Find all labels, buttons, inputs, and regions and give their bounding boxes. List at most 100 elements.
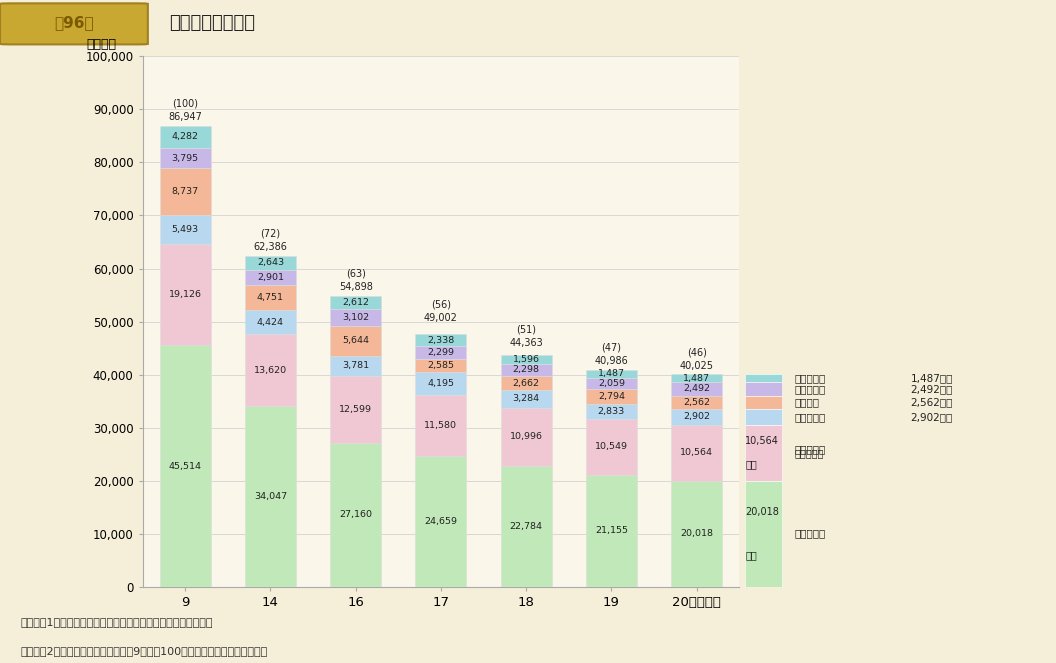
Text: 10,564: 10,564 [746,436,779,446]
Text: 1,487: 1,487 [598,369,625,379]
Text: 11,580: 11,580 [425,421,457,430]
Text: 40,025: 40,025 [680,361,714,371]
Bar [671,409,722,424]
Bar [245,310,296,334]
Text: 54,898: 54,898 [339,282,373,292]
Bar [501,466,551,587]
Text: 3,102: 3,102 [342,313,370,322]
Text: 2,833: 2,833 [598,406,625,416]
Bar [501,408,551,466]
Bar [586,378,637,389]
Text: 億円: 億円 [746,550,757,560]
Bar [746,375,782,383]
Text: 3,781: 3,781 [342,361,370,371]
Text: （億円）: （億円） [86,38,116,51]
Bar [586,418,637,475]
Bar [415,394,467,456]
Bar [586,389,637,404]
Bar [586,475,637,587]
Bar [159,125,211,149]
Bar [331,310,381,326]
Text: 45,514: 45,514 [169,461,202,471]
Text: 2,299: 2,299 [428,348,454,357]
Bar [245,285,296,310]
Text: 4,424: 4,424 [257,318,284,327]
Bar [746,383,782,396]
Text: 2,643: 2,643 [257,259,284,267]
Text: 3,284: 3,284 [512,394,540,403]
Text: 2,492: 2,492 [683,385,710,393]
Text: (46): (46) [686,347,706,357]
Text: (63): (63) [345,269,365,278]
Bar [671,424,722,481]
Text: 水　　　道: 水 道 [794,444,826,454]
Text: 12,599: 12,599 [339,405,372,414]
Text: (56): (56) [431,300,451,310]
Text: 2,585: 2,585 [428,361,454,370]
Text: 1,596: 1,596 [512,355,540,364]
Text: (51): (51) [516,324,536,334]
Bar [331,443,381,587]
Bar [415,346,467,359]
Text: 2,562億円: 2,562億円 [910,397,954,407]
Bar [245,334,296,406]
Text: 4,282: 4,282 [172,133,199,141]
Text: 20,018: 20,018 [680,529,713,538]
Bar [501,364,551,376]
Text: 5,493: 5,493 [172,225,199,234]
Text: 86,947: 86,947 [168,112,202,122]
Text: 21,155: 21,155 [595,526,628,535]
Text: 2,612: 2,612 [342,298,370,307]
Bar [671,375,722,383]
FancyBboxPatch shape [0,3,148,44]
Bar [501,390,551,408]
Text: 49,002: 49,002 [423,313,458,323]
Text: 19,126: 19,126 [169,290,202,299]
Text: 2　（　）内の数値は、平成9年度を100として算出した指数である。: 2 （ ）内の数値は、平成9年度を100として算出した指数である。 [21,646,268,656]
Text: 下　水　道: 下 水 道 [794,528,826,538]
Bar [746,396,782,409]
Bar [501,355,551,364]
Bar [586,370,637,378]
Text: 13,620: 13,620 [253,365,287,375]
Bar [331,326,381,356]
Text: そ　の　他: そ の 他 [794,373,826,383]
Bar [671,396,722,409]
Text: 宅地造成: 宅地造成 [794,397,819,407]
Text: 病　　　院: 病 院 [794,412,826,422]
Text: 4,195: 4,195 [428,379,454,388]
Text: 2,338: 2,338 [428,335,454,345]
Text: 10,564: 10,564 [680,448,713,457]
Text: 27,160: 27,160 [339,511,372,519]
Text: （含簡水）: （含簡水） [794,449,824,459]
Bar [331,376,381,443]
Text: 40,986: 40,986 [595,355,628,366]
Text: (100): (100) [172,99,199,109]
Bar [331,356,381,376]
Text: （注）　1　建設投資額とは、資本的支出の建設改良費である。: （注） 1 建設投資額とは、資本的支出の建設改良費である。 [21,617,213,627]
Text: 2,794: 2,794 [598,392,625,400]
Text: 2,492億円: 2,492億円 [910,384,954,394]
Text: 第96図: 第96図 [54,15,94,30]
Bar [415,359,467,373]
Bar [159,215,211,244]
Text: 2,901: 2,901 [257,273,284,282]
Text: 建設投資額の推移: 建設投資額の推移 [169,14,254,32]
Text: 2,298: 2,298 [512,365,540,375]
Bar [671,481,722,587]
Text: 22,784: 22,784 [510,522,543,531]
Bar [159,149,211,168]
Text: 4,751: 4,751 [257,293,284,302]
Bar [671,383,722,396]
Text: 2,902億円: 2,902億円 [910,412,953,422]
Bar [746,409,782,424]
Bar [415,334,467,346]
Text: 交　　　通: 交 通 [794,384,826,394]
Bar [245,270,296,285]
Text: 20,018: 20,018 [746,507,779,517]
Text: 62,386: 62,386 [253,242,287,252]
Text: 10,549: 10,549 [595,442,628,451]
Text: 1,487: 1,487 [683,374,710,383]
Bar [415,373,467,394]
Bar [586,404,637,418]
